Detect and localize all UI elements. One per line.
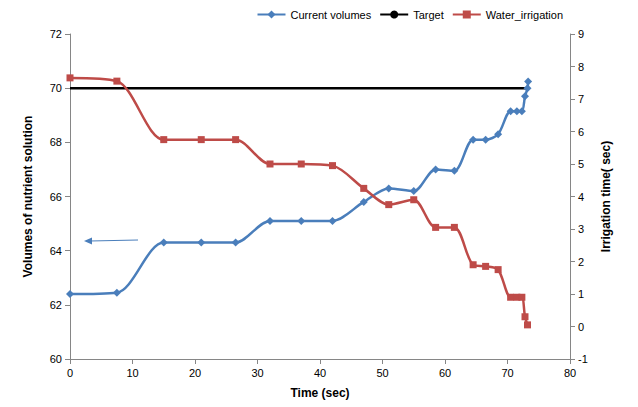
svg-text:64: 64 bbox=[50, 245, 62, 257]
svg-text:10: 10 bbox=[126, 367, 138, 379]
svg-text:8: 8 bbox=[578, 61, 584, 73]
svg-text:Time (sec): Time (sec) bbox=[290, 386, 349, 400]
svg-text:30: 30 bbox=[251, 367, 263, 379]
svg-text:20: 20 bbox=[189, 367, 201, 379]
svg-text:66: 66 bbox=[50, 191, 62, 203]
svg-text:60: 60 bbox=[439, 367, 451, 379]
svg-text:70: 70 bbox=[50, 82, 62, 94]
svg-text:Target: Target bbox=[413, 9, 444, 21]
svg-text:5: 5 bbox=[578, 158, 584, 170]
svg-text:68: 68 bbox=[50, 136, 62, 148]
svg-text:4: 4 bbox=[578, 191, 584, 203]
svg-text:2: 2 bbox=[578, 256, 584, 268]
svg-text:Water_irrigation: Water_irrigation bbox=[486, 9, 563, 21]
svg-text:80: 80 bbox=[564, 367, 576, 379]
svg-text:72: 72 bbox=[50, 28, 62, 40]
svg-text:Volumes of nutrient solution: Volumes of nutrient solution bbox=[21, 116, 35, 278]
svg-text:50: 50 bbox=[376, 367, 388, 379]
svg-text:40: 40 bbox=[314, 367, 326, 379]
svg-text:6: 6 bbox=[578, 126, 584, 138]
svg-text:0: 0 bbox=[67, 367, 73, 379]
svg-text:60: 60 bbox=[50, 353, 62, 365]
svg-text:Current volumes: Current volumes bbox=[291, 9, 372, 21]
svg-text:Irrigation time( sec): Irrigation time( sec) bbox=[599, 141, 613, 252]
svg-text:-1: -1 bbox=[578, 353, 588, 365]
svg-text:7: 7 bbox=[578, 93, 584, 105]
svg-text:3: 3 bbox=[578, 223, 584, 235]
svg-text:62: 62 bbox=[50, 299, 62, 311]
svg-text:0: 0 bbox=[578, 321, 584, 333]
svg-text:9: 9 bbox=[578, 28, 584, 40]
svg-text:70: 70 bbox=[501, 367, 513, 379]
svg-text:1: 1 bbox=[578, 288, 584, 300]
